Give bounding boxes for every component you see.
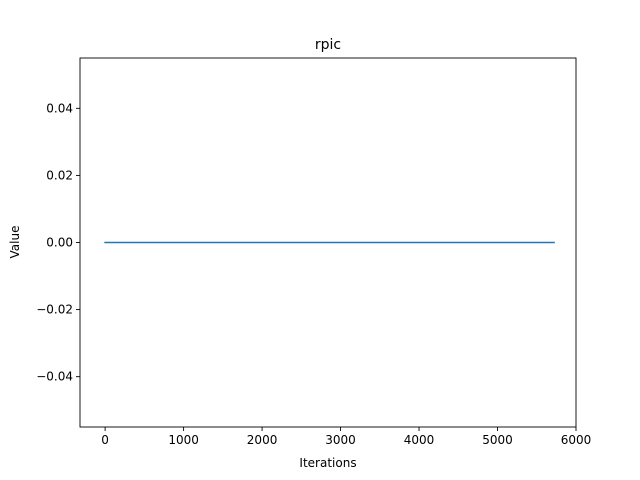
x-tick-label: 3000 <box>325 433 356 447</box>
y-tick-label: 0.04 <box>46 101 73 115</box>
x-axis-label: Iterations <box>299 456 356 470</box>
y-tick-label: 0.00 <box>46 236 73 250</box>
y-axis-label: Value <box>8 226 22 259</box>
x-tick-label: 0 <box>101 433 109 447</box>
y-tick-label: −0.02 <box>36 303 73 317</box>
y-tick-label: −0.04 <box>36 370 73 384</box>
x-tick-label: 1000 <box>168 433 199 447</box>
chart-title: rpic <box>315 37 341 53</box>
x-tick-label: 5000 <box>482 433 513 447</box>
x-tick-label: 2000 <box>247 433 278 447</box>
x-tick-label: 4000 <box>404 433 435 447</box>
x-tick-label: 6000 <box>561 433 592 447</box>
y-tick-label: 0.02 <box>46 168 73 182</box>
